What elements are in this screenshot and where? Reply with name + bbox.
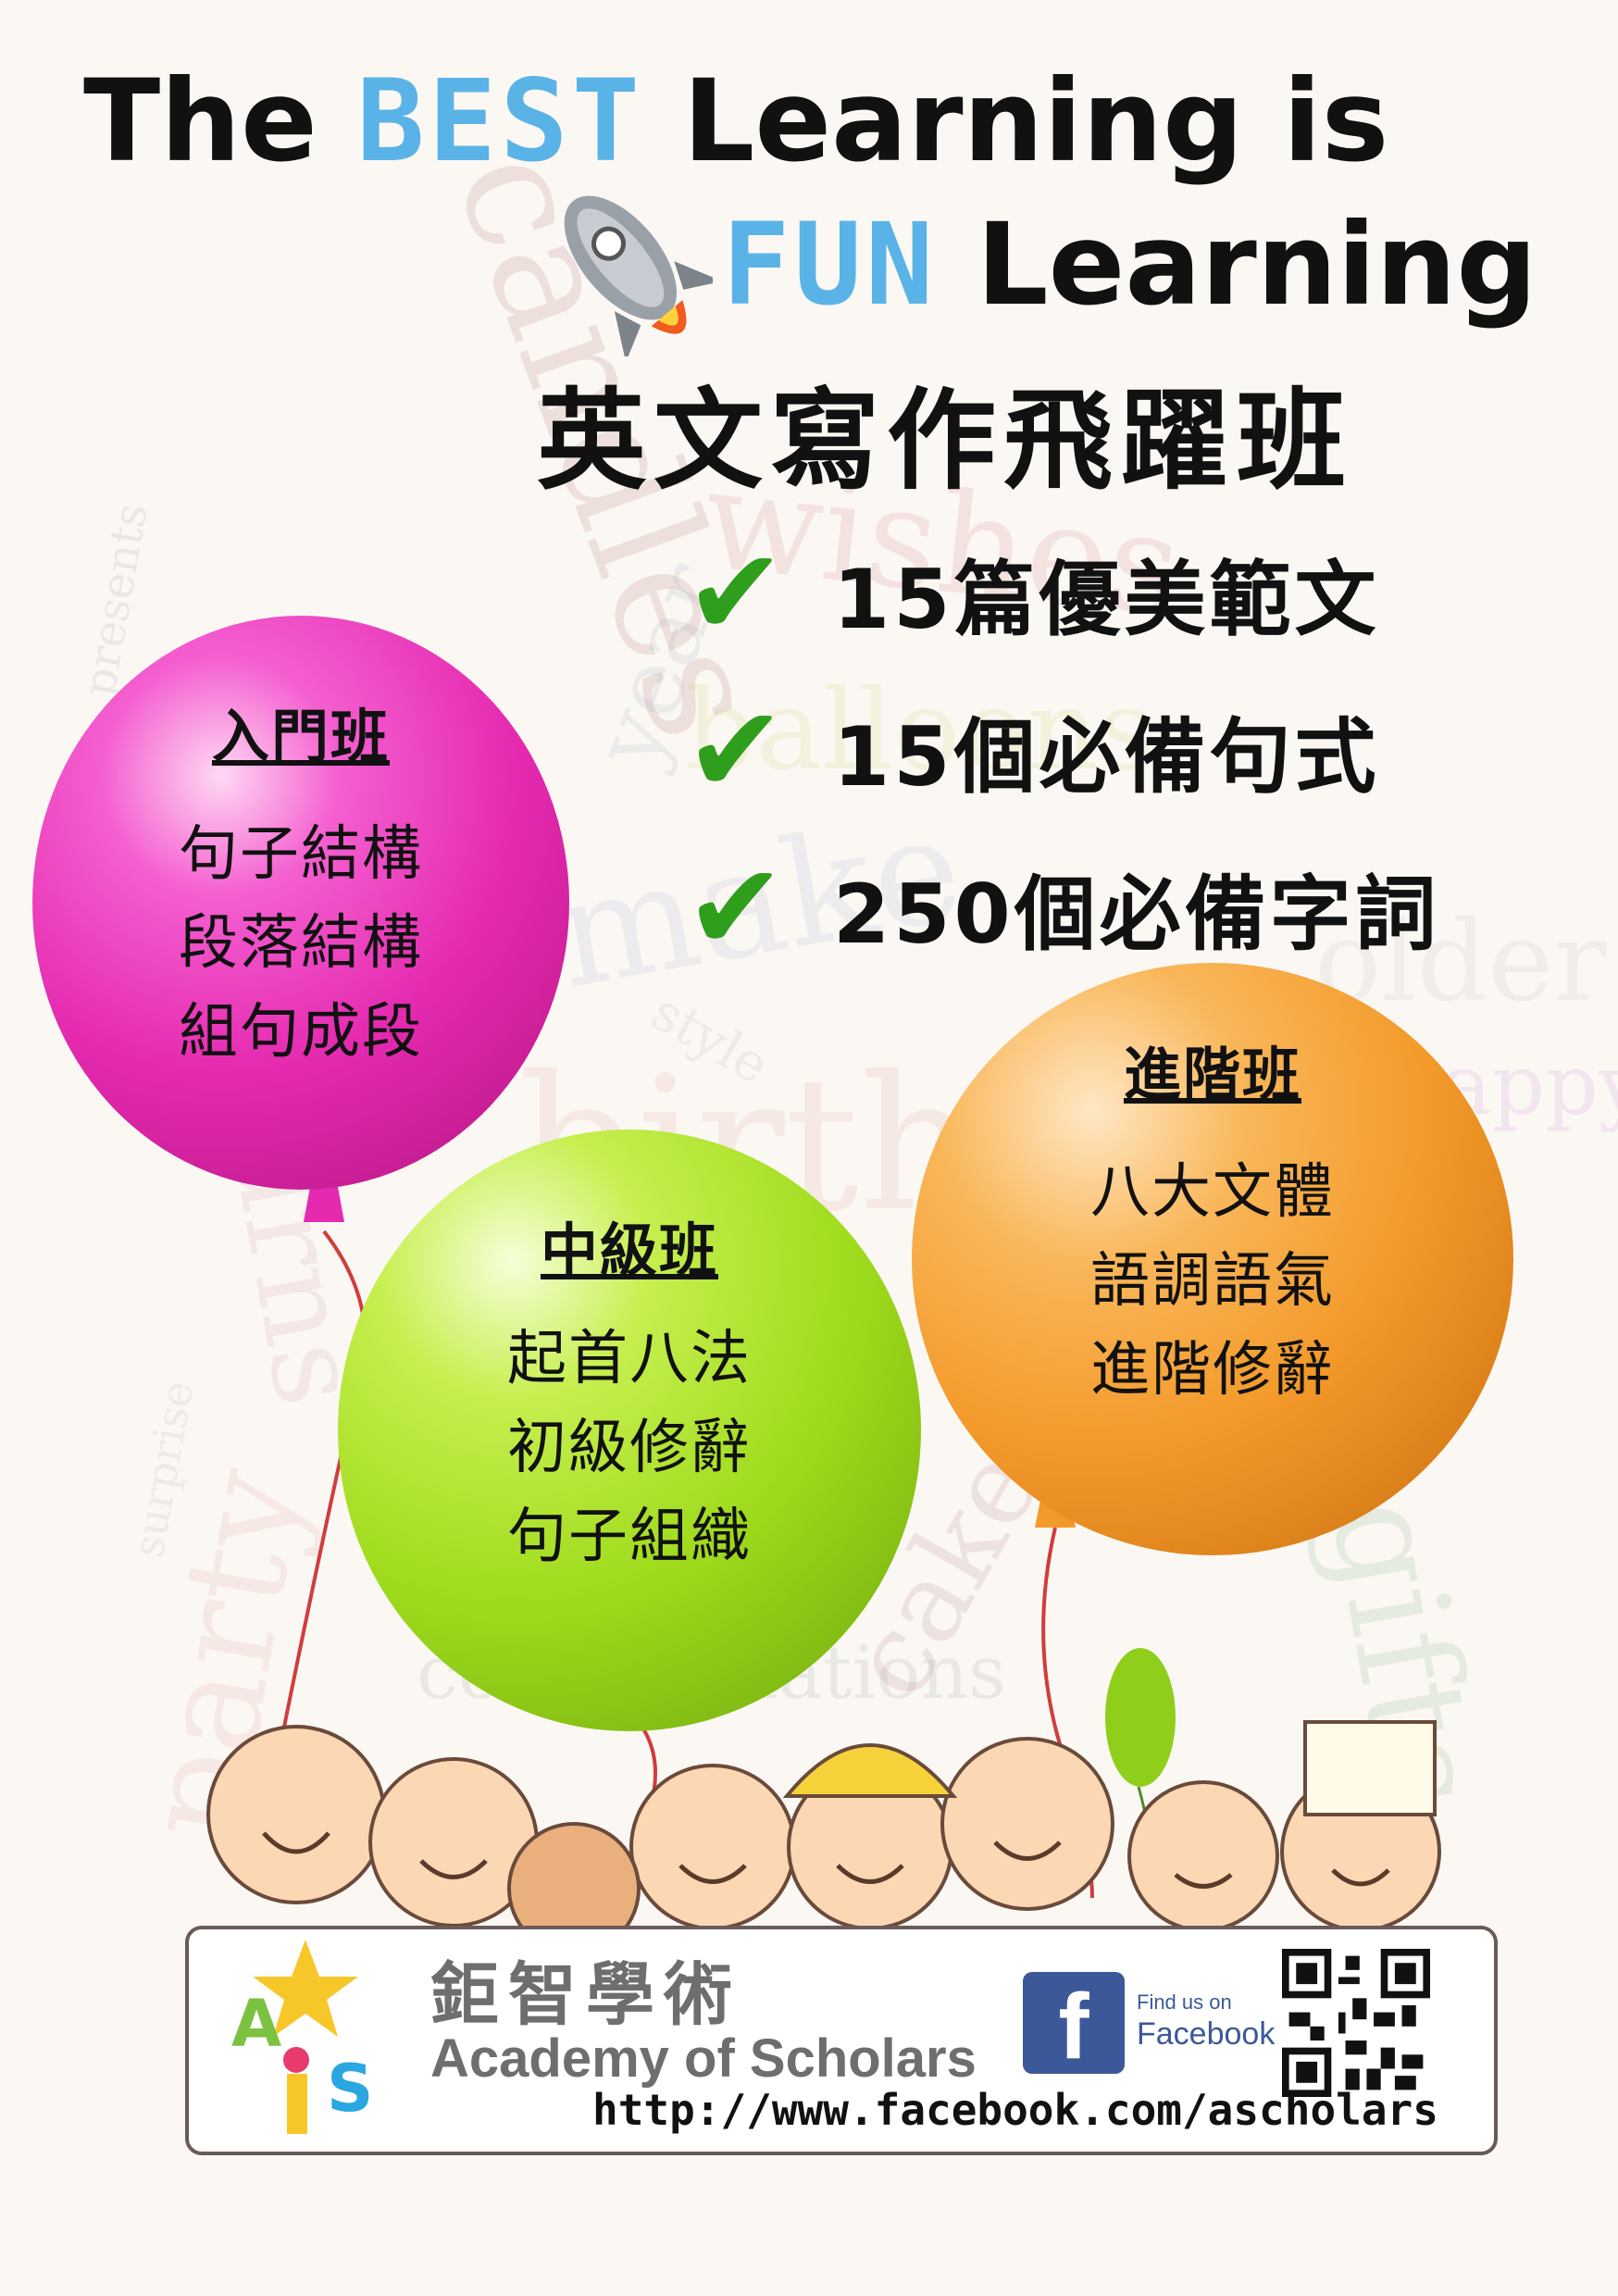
headline-text: Learning is — [643, 56, 1389, 187]
academy-name-cn: 鉅智學術 — [430, 1955, 741, 2035]
footer-banner — [185, 1926, 1498, 2155]
headline-best: BEST — [356, 56, 644, 187]
balloon-beginner-class: 入門班 句子結構 段落結構 組句成段 — [32, 616, 569, 1190]
class-topic: 起首八法 — [507, 1325, 752, 1393]
feature-item: ✔ 15篇優美範文 — [685, 532, 1379, 653]
feature-text: 15篇優美範文 — [833, 551, 1380, 647]
checkmark-icon: ✔ — [685, 680, 786, 820]
feature-item: ✔ 15個必備句式 — [685, 690, 1379, 810]
class-topic: 初級修辭 — [507, 1414, 752, 1482]
bg-word: balloons — [685, 667, 1156, 795]
headline-fun: FUN — [722, 199, 938, 331]
qr-code-icon[interactable] — [1282, 1949, 1430, 2097]
page-title: 英文寫作飛躍班 — [537, 377, 1354, 505]
facebook-find-us-label: Find us on — [1137, 1990, 1232, 2014]
facebook-label: Facebook — [1137, 2016, 1276, 2052]
logo-letter-a: A — [231, 1986, 281, 2062]
academy-name-en: Academy of Scholars — [430, 2028, 977, 2089]
checkmark-icon: ✔ — [685, 837, 786, 978]
class-title: 入門班 — [211, 703, 390, 770]
class-topic: 句子組織 — [507, 1503, 752, 1571]
checkmark-icon: ✔ — [685, 522, 786, 663]
class-topic: 句子結構 — [179, 820, 423, 889]
class-topic: 段落結構 — [179, 909, 423, 978]
headline-text: The — [83, 56, 357, 187]
class-topic: 語調語氣 — [1090, 1247, 1335, 1316]
feature-text: 250個必備字詞 — [833, 866, 1440, 962]
cartoon-kids-illustration — [206, 1720, 1441, 1955]
rocket-icon — [564, 195, 713, 356]
class-topic: 進階修辭 — [1090, 1336, 1335, 1404]
class-topic: 組句成段 — [179, 998, 423, 1067]
class-topic: 八大文體 — [1090, 1158, 1335, 1227]
headline-line-1: The BEST Learning is — [83, 56, 1388, 187]
logo-letter-s: S — [327, 2051, 373, 2127]
feature-item: ✔ 250個必備字詞 — [685, 847, 1440, 967]
facebook-icon[interactable]: f — [1023, 1972, 1125, 2078]
class-title: 中級班 — [540, 1217, 718, 1284]
balloon-advanced-class: 進階班 八大文體 語調語氣 進階修辭 — [912, 963, 1513, 1555]
academy-logo-icon: A S — [231, 1940, 373, 2134]
class-title: 進階班 — [1123, 1041, 1301, 1108]
headline-line-2: FUN Learning — [722, 199, 1537, 331]
headline-text: Learning — [937, 199, 1537, 331]
balloon-intermediate-class: 中級班 起首八法 初級修辭 句子組織 — [338, 1129, 921, 1731]
feature-text: 15個必備句式 — [833, 708, 1380, 805]
facebook-url-link[interactable]: http://www.facebook.com/ascholars — [592, 2085, 1438, 2135]
